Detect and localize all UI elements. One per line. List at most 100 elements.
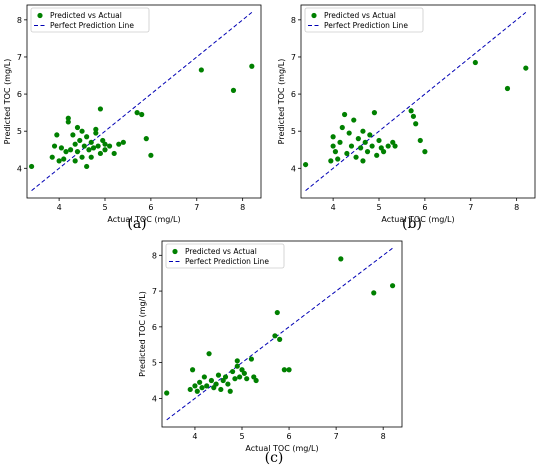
data-point [360, 158, 366, 164]
data-point [61, 156, 67, 162]
data-point [244, 376, 250, 382]
data-point [335, 156, 341, 162]
data-point [364, 149, 371, 155]
y-tick-label: 6 [152, 323, 157, 332]
data-point [253, 377, 259, 384]
data-point [330, 143, 336, 149]
data-point [56, 158, 62, 164]
y-tick-label: 4 [291, 164, 296, 173]
y-tick-label: 5 [291, 127, 296, 136]
data-point [249, 63, 255, 69]
data-point [74, 124, 81, 131]
legend-box [30, 7, 150, 33]
data-point [360, 128, 366, 134]
data-point [102, 147, 108, 153]
data-point [90, 145, 97, 151]
data-point [241, 370, 247, 376]
data-point [143, 136, 149, 142]
y-tick-label: 6 [291, 90, 296, 99]
plot-frame [161, 240, 403, 428]
legend-box [165, 243, 285, 269]
x-tick-label: 8 [381, 432, 386, 441]
y-tick-label: 5 [152, 359, 157, 368]
data-point [81, 143, 87, 149]
legend-label-points: Predicted vs Actual [50, 11, 122, 20]
x-tick-label: 4 [192, 432, 197, 441]
x-tick-label: 4 [331, 203, 336, 212]
x-axis-title: Actual TOC (mg/L) [381, 215, 454, 224]
data-point [222, 374, 229, 380]
data-point [392, 143, 398, 149]
y-tick-label: 8 [17, 16, 22, 25]
data-point [225, 381, 231, 387]
y-axis-title: Predicted TOC (mg/L) [138, 291, 147, 377]
data-point [378, 145, 384, 151]
data-point [355, 136, 361, 142]
data-point [337, 139, 343, 145]
y-tick-label: 4 [17, 164, 22, 173]
data-point [192, 383, 198, 389]
data-point [328, 158, 334, 164]
data-point [164, 390, 170, 396]
x-tick-label: 6 [422, 203, 427, 212]
y-tick-label: 7 [152, 287, 157, 296]
data-point [339, 124, 345, 131]
data-point [385, 143, 391, 149]
data-point [49, 154, 55, 160]
data-point [277, 336, 283, 342]
data-point [204, 383, 210, 389]
data-point [472, 59, 478, 66]
data-point [88, 154, 94, 160]
data-point [134, 110, 140, 116]
data-point [358, 145, 364, 151]
data-point [63, 149, 69, 155]
data-point [390, 139, 396, 145]
data-point [120, 139, 126, 145]
legend-marker-points [311, 12, 317, 19]
x-tick-label: 7 [194, 203, 199, 212]
data-point [51, 143, 58, 149]
legend-label-line: Perfect Prediction Line [185, 257, 269, 266]
data-point [341, 111, 348, 118]
chart-panel-3: 4 5 6 7 8 4 5 6 7 8 Actual TOC (mg/L) Predicted TOC… [138, 240, 403, 466]
data-point [237, 374, 243, 380]
legend-marker-points [172, 248, 178, 255]
data-point [79, 128, 85, 134]
x-tick-label: 5 [376, 203, 381, 212]
data-point [232, 376, 238, 382]
plot-frame [300, 4, 536, 199]
plot-frame [26, 4, 262, 199]
y-tick-label: 8 [152, 251, 157, 260]
data-point [148, 152, 154, 158]
data-point [102, 141, 108, 147]
data-point [139, 111, 145, 118]
y-tick-label: 6 [17, 90, 22, 99]
data-point [213, 381, 219, 387]
data-point [189, 367, 196, 373]
data-point [229, 368, 236, 375]
x-axis-title: Actual TOC (mg/L) [245, 444, 318, 453]
data-point [215, 372, 222, 378]
chart-panel-1: 4 5 6 7 8 4 5 6 7 8 Actual TOC (mg/L) Predicted TOC… [3, 4, 262, 232]
data-point [371, 110, 378, 116]
x-tick-label: 5 [102, 203, 107, 212]
data-point [201, 374, 207, 380]
data-point [422, 149, 428, 155]
data-point [72, 141, 78, 147]
data-point [208, 377, 215, 384]
legend-label-points: Predicted vs Actual [185, 247, 257, 256]
data-point [77, 137, 83, 144]
data-point [206, 351, 212, 357]
legend-label-points: Predicted vs Actual [324, 11, 396, 20]
data-point [111, 150, 117, 157]
data-point [70, 132, 76, 138]
y-axis-title: Predicted TOC (mg/L) [3, 59, 12, 145]
data-point [367, 132, 373, 138]
data-point [369, 143, 375, 149]
data-point [346, 130, 352, 136]
panel-caption: (b) [402, 216, 422, 232]
data-point [248, 356, 255, 362]
data-point [286, 367, 292, 373]
data-point [97, 106, 104, 112]
